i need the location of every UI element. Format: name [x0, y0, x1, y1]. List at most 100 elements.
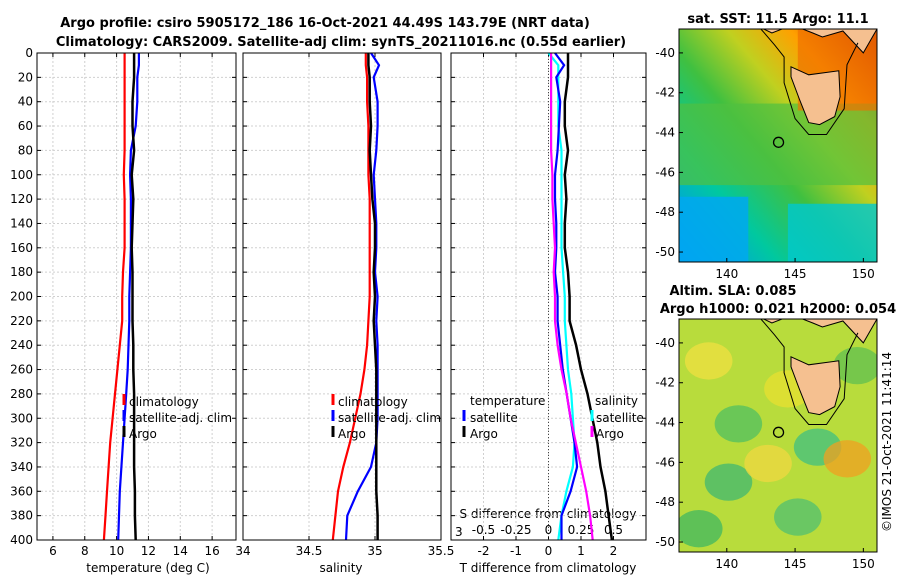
map-y-tick-label: -50 — [655, 245, 675, 259]
x-tick-label: 10 — [109, 544, 124, 558]
map-y-tick-label: -46 — [655, 455, 675, 469]
map-frame — [678, 28, 878, 263]
series-t-argo — [563, 53, 614, 541]
plot-frame — [450, 52, 647, 541]
temperature-xlabel: temperature (deg C) — [86, 561, 209, 575]
depth-tick-label: 60 — [18, 119, 33, 133]
sla-map: Altim. SLA: 0.085 Argo h1000: 0.021 h200… — [655, 284, 896, 571]
mainland-australia — [679, 319, 877, 344]
depth-tick-label: 0 — [25, 46, 33, 60]
argo-float-marker — [772, 136, 785, 148]
shelf-contour — [760, 319, 859, 425]
sla-blob — [774, 498, 822, 536]
map-y-tick-label: -40 — [655, 46, 675, 60]
depth-tick-label: 220 — [10, 314, 33, 328]
map-field — [679, 29, 877, 262]
legend-label: satellite — [470, 411, 518, 425]
depth-tick-label: 80 — [18, 143, 33, 157]
x-tick-label: 0 — [545, 544, 553, 558]
map-x-tick-label: 145 — [784, 557, 807, 571]
map-y-tick-label: -40 — [655, 336, 675, 350]
depth-tick-label: 40 — [18, 95, 33, 109]
map-y-tick-label: -46 — [655, 165, 675, 179]
map-y-tick-label: -48 — [655, 205, 675, 219]
legend-label: satellite-adj. clim — [338, 411, 441, 425]
series-s-satellite — [553, 52, 579, 540]
depth-tick-label: 200 — [10, 290, 33, 304]
depth-tick-label: 380 — [10, 509, 33, 523]
depth-tick-label: 100 — [10, 168, 33, 182]
depth-tick-label: 240 — [10, 338, 33, 352]
series-satellite-adj-clim — [117, 53, 140, 541]
depth-tick-label: 300 — [10, 411, 33, 425]
legend-label: climatology — [129, 395, 199, 409]
series-satellite-adj-clim — [344, 52, 381, 541]
legend-label: Argo — [338, 427, 366, 441]
x-tick-label: -1 — [510, 544, 522, 558]
s-diff-tick-label: 0.5 — [604, 523, 623, 537]
legend-title-salinity: salinity — [595, 394, 638, 408]
x-tick-label: 35 — [367, 544, 382, 558]
salinity-panel: salinity 34 34.5 35 35.5 climatology satellit… — [235, 52, 455, 575]
sla-blob — [833, 346, 877, 385]
map-x-tick-label: 150 — [852, 267, 875, 281]
sla-blob — [684, 342, 733, 380]
sla-blob — [679, 510, 723, 548]
depth-tick-label: 360 — [10, 484, 33, 498]
series-climatology — [102, 53, 126, 541]
x-tick-label: 6 — [49, 544, 57, 558]
s-diff-tick-label: 0.25 — [568, 523, 595, 537]
sla-map-title1: Altim. SLA: 0.085 — [670, 284, 797, 299]
sst-mid-band — [679, 103, 877, 186]
shelf-contour — [760, 29, 859, 135]
map-x-tick-label: 145 — [784, 267, 807, 281]
legend-label: Argo — [470, 427, 498, 441]
x-tick-label: 8 — [81, 544, 89, 558]
s-diff-tick-label: -0.25 — [500, 523, 531, 537]
map-frame — [678, 318, 878, 553]
s-diff-tick-label: 0 — [545, 523, 553, 537]
map-x-tick-label: 150 — [852, 557, 875, 571]
tasmania — [790, 66, 841, 126]
legend-label: Argo — [596, 427, 624, 441]
depth-tick-label: 120 — [10, 192, 33, 206]
temperature-panel: temperature (deg C) 0 20 40 60 80 100 120 140 16… — [10, 46, 237, 575]
map-x-tick-label: 140 — [715, 267, 738, 281]
mainland-australia — [679, 29, 877, 54]
map-y-tick-label: -42 — [655, 376, 675, 390]
legend-title-temperature: temperature — [470, 394, 545, 408]
depth-tick-label: 20 — [18, 70, 33, 84]
map-x-tick-label: 140 — [715, 557, 738, 571]
x-tick-label: 35.5 — [428, 544, 455, 558]
sla-blob — [823, 440, 872, 478]
x-tick-label: 1 — [577, 544, 585, 558]
map-y-tick-label: -50 — [655, 535, 675, 549]
map-y-tick-label: -44 — [655, 416, 675, 430]
series-t-satellite — [547, 52, 576, 541]
depth-tick-label: 280 — [10, 387, 33, 401]
plot-frame — [242, 52, 442, 541]
x-tick-label: 34.5 — [296, 544, 323, 558]
legend-label: climatology — [338, 395, 408, 409]
legend-label: Argo — [129, 427, 157, 441]
map-y-tick-label: -42 — [655, 86, 675, 100]
sst-cold-patch — [787, 203, 877, 262]
sst-map-title: sat. SST: 11.5 Argo: 11.1 — [687, 12, 868, 27]
tasmania — [790, 356, 841, 416]
x-tick-label: 34 — [235, 544, 250, 558]
plot-frame — [36, 52, 237, 541]
series-s-argo — [549, 53, 594, 541]
imos-timestamp: ©IMOS 21-Oct-2021 11:41:14 — [880, 352, 894, 532]
depth-tick-label: 320 — [10, 436, 33, 450]
t-diff-xlabel: T difference from climatology — [459, 561, 637, 575]
x-tick-label: 2 — [610, 544, 618, 558]
x-tick-label: 16 — [204, 544, 219, 558]
difference-panel: T difference from climatology S differen… — [450, 52, 647, 575]
x-tick-label: 14 — [173, 544, 188, 558]
series-argo — [130, 53, 137, 541]
sla-map-title2: Argo h1000: 0.021 h2000: 0.054 — [660, 302, 896, 317]
sla-blob — [744, 444, 792, 483]
sla-blob — [714, 405, 763, 443]
depth-tick-label: 140 — [10, 216, 33, 230]
